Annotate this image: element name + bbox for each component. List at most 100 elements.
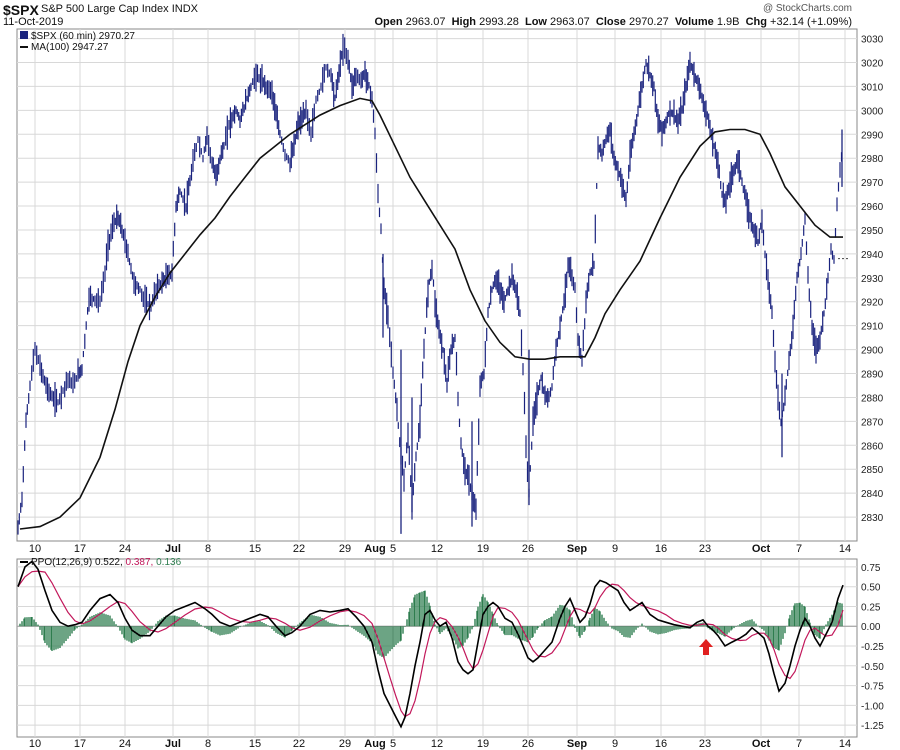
ppo-axis-label: 0.25 [861, 602, 881, 613]
x-tick-label: 23 [699, 543, 711, 555]
high-label: High [451, 16, 477, 28]
price-axis-label: 2970 [861, 178, 884, 189]
ppo-axis-label: 0.50 [861, 583, 881, 594]
index-name: S&P 500 Large Cap Index [41, 3, 169, 15]
x-tick-label: 12 [431, 543, 443, 555]
ppo-axis-label: -0.50 [861, 662, 884, 673]
x-tick-label: 26 [522, 543, 534, 555]
x-tick-label: Jul [165, 738, 181, 750]
open-value: 2963.07 [405, 16, 446, 28]
x-tick-label: 15 [249, 738, 261, 750]
chg-value: +32.14 (+1.09%) [770, 16, 852, 28]
x-tick-label: 5 [390, 738, 396, 750]
chart-subtitle: S&P 500 Large Cap Index INDX [41, 3, 198, 15]
x-tick-label: 10 [29, 738, 41, 750]
x-tick-label: Oct [752, 738, 771, 750]
price-axis-label: 2960 [861, 202, 884, 213]
x-tick-label: 29 [339, 738, 351, 750]
ppo-axis-label: -1.25 [861, 721, 884, 732]
x-tick-label: 7 [796, 543, 802, 555]
ppo-axis-label: -0.25 [861, 642, 884, 653]
price-axis-label: 2890 [861, 370, 884, 381]
x-tick-label: Aug [364, 543, 385, 555]
price-legend-label: $SPX (60 min) 2970.27 [31, 31, 135, 42]
x-tick-label: 29 [339, 543, 351, 555]
ppo-legend-swatch [20, 561, 28, 564]
x-tick-label: 22 [293, 543, 305, 555]
ppo-axis-label: -1.00 [861, 701, 884, 712]
x-tick-label: 22 [293, 738, 305, 750]
ppo-value: 0.522, [94, 557, 123, 568]
volume-value: 1.9B [716, 16, 740, 28]
price-panel: 2830284028502860287028802890290029102920… [16, 28, 884, 555]
price-axis-label: 2850 [861, 465, 884, 476]
ma-legend: MA(100) 2947.27 [20, 42, 108, 53]
ma-line [19, 97, 843, 530]
price-axis-label: 3020 [861, 58, 884, 69]
x-tick-label: 8 [205, 543, 211, 555]
high-value: 2993.28 [479, 16, 519, 28]
price-axis-label: 2910 [861, 322, 884, 333]
chart-date: 11-Oct-2019 [3, 16, 64, 28]
close-label: Close [595, 16, 626, 28]
ppo-axis-label: -0.75 [861, 682, 884, 693]
price-legend: $SPX (60 min) 2970.27 [20, 31, 135, 42]
x-tick-label: 5 [390, 543, 396, 555]
low-value: 2963.07 [550, 16, 590, 28]
x-tick-label: 19 [477, 738, 489, 750]
ppo-panel: 10 17 24 Jul 8 15 22 29 Aug 5 12 19 26 Sep 9 16 23 Oct 7 14… [16, 558, 884, 750]
x-tick-label: 8 [205, 738, 211, 750]
price-axis-label: 2870 [861, 417, 884, 428]
exchange-code: INDX [171, 3, 198, 15]
red-up-arrow-icon [699, 639, 713, 655]
ppo-legend: PPO(12,26,9) 0.522, 0.387, 0.136 [20, 557, 181, 568]
x-tick-label: 16 [655, 738, 667, 750]
low-label: Low [524, 16, 547, 28]
x-tick-label: 7 [796, 738, 802, 750]
ppo-line [17, 560, 844, 729]
x-tick-label: 17 [74, 543, 86, 555]
x-tick-label: Sep [567, 738, 587, 750]
close-value: 2970.27 [628, 16, 669, 28]
price-axis-label: 2840 [861, 489, 884, 500]
price-legend-swatch [20, 31, 28, 39]
ppo-axis-label: 0.00 [861, 622, 881, 633]
x-tick-label: Aug [364, 738, 385, 750]
ohlc-readout: Open 2963.07 High 2993.28 Low 2963.07 Cl… [374, 16, 852, 28]
price-axis-label: 2900 [861, 346, 884, 357]
x-tick-label: 23 [699, 738, 711, 750]
price-axis-label: 2860 [861, 441, 884, 452]
price-axis-label: 2940 [861, 250, 884, 261]
x-tick-label: 26 [522, 738, 534, 750]
open-label: Open [374, 16, 403, 28]
x-tick-label: 24 [119, 738, 131, 750]
ppo-axis-label: 0.75 [861, 563, 881, 574]
price-axis-label: 3010 [861, 82, 884, 93]
x-tick-label: 14 [839, 543, 851, 555]
chart-symbol: $SPX [3, 2, 39, 18]
price-axis-label: 2880 [861, 393, 884, 404]
watermark: @ StockCharts.com [762, 3, 852, 14]
ma-legend-swatch [20, 46, 28, 49]
x-tick-label: 24 [119, 543, 131, 555]
x-tick-label: Oct [752, 543, 771, 555]
x-tick-label: 9 [612, 738, 618, 750]
ppo-legend-name: PPO(12,26,9) [31, 557, 93, 568]
x-tick-label: Jul [165, 543, 181, 555]
x-tick-label: 9 [612, 543, 618, 555]
ppo-signal-value: 0.387, [125, 557, 154, 568]
volume-label: Volume [674, 16, 714, 28]
x-tick-label: 12 [431, 738, 443, 750]
price-axis-label: 2930 [861, 274, 884, 285]
x-tick-label: 10 [29, 543, 41, 555]
x-tick-label: Sep [567, 543, 587, 555]
price-axis-label: 2980 [861, 154, 884, 165]
chg-label: Chg [745, 16, 767, 28]
price-axis-label: 2950 [861, 226, 884, 237]
price-axis-label: 3000 [861, 106, 884, 117]
x-tick-label: 17 [74, 738, 86, 750]
price-axis-label: 2830 [861, 513, 884, 524]
price-axis-label: 2990 [861, 130, 884, 141]
x-tick-label: 19 [477, 543, 489, 555]
